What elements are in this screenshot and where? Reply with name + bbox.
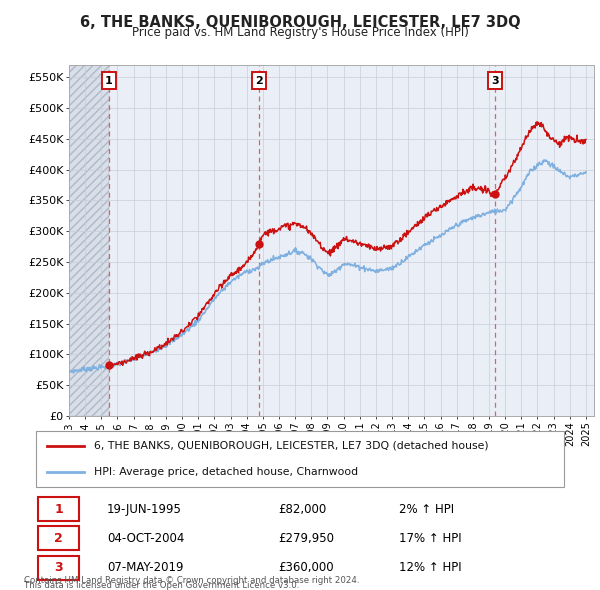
Text: 17% ↑ HPI: 17% ↑ HPI xyxy=(400,532,462,545)
Text: 04-OCT-2004: 04-OCT-2004 xyxy=(107,532,184,545)
Bar xyxy=(69,65,109,416)
Text: 2: 2 xyxy=(255,76,263,86)
Text: 3: 3 xyxy=(54,561,63,574)
FancyBboxPatch shape xyxy=(38,556,79,579)
Bar xyxy=(69,65,109,416)
Text: Price paid vs. HM Land Registry's House Price Index (HPI): Price paid vs. HM Land Registry's House … xyxy=(131,26,469,39)
Text: Contains HM Land Registry data © Crown copyright and database right 2024.: Contains HM Land Registry data © Crown c… xyxy=(24,576,359,585)
Text: £360,000: £360,000 xyxy=(278,561,334,574)
FancyBboxPatch shape xyxy=(38,497,79,521)
Text: 2% ↑ HPI: 2% ↑ HPI xyxy=(400,503,454,516)
Text: 12% ↑ HPI: 12% ↑ HPI xyxy=(400,561,462,574)
Text: 2: 2 xyxy=(54,532,63,545)
Text: £82,000: £82,000 xyxy=(278,503,326,516)
FancyBboxPatch shape xyxy=(38,526,79,550)
Text: HPI: Average price, detached house, Charnwood: HPI: Average price, detached house, Char… xyxy=(94,467,358,477)
Text: 6, THE BANKS, QUENIBOROUGH, LEICESTER, LE7 3DQ (detached house): 6, THE BANKS, QUENIBOROUGH, LEICESTER, L… xyxy=(94,441,489,451)
Text: This data is licensed under the Open Government Licence v3.0.: This data is licensed under the Open Gov… xyxy=(24,581,299,590)
Text: 1: 1 xyxy=(54,503,63,516)
Text: 19-JUN-1995: 19-JUN-1995 xyxy=(107,503,182,516)
Text: 6, THE BANKS, QUENIBOROUGH, LEICESTER, LE7 3DQ: 6, THE BANKS, QUENIBOROUGH, LEICESTER, L… xyxy=(80,15,520,30)
Text: 1: 1 xyxy=(105,76,113,86)
Text: 3: 3 xyxy=(491,76,499,86)
Text: £279,950: £279,950 xyxy=(278,532,334,545)
Text: 07-MAY-2019: 07-MAY-2019 xyxy=(107,561,184,574)
